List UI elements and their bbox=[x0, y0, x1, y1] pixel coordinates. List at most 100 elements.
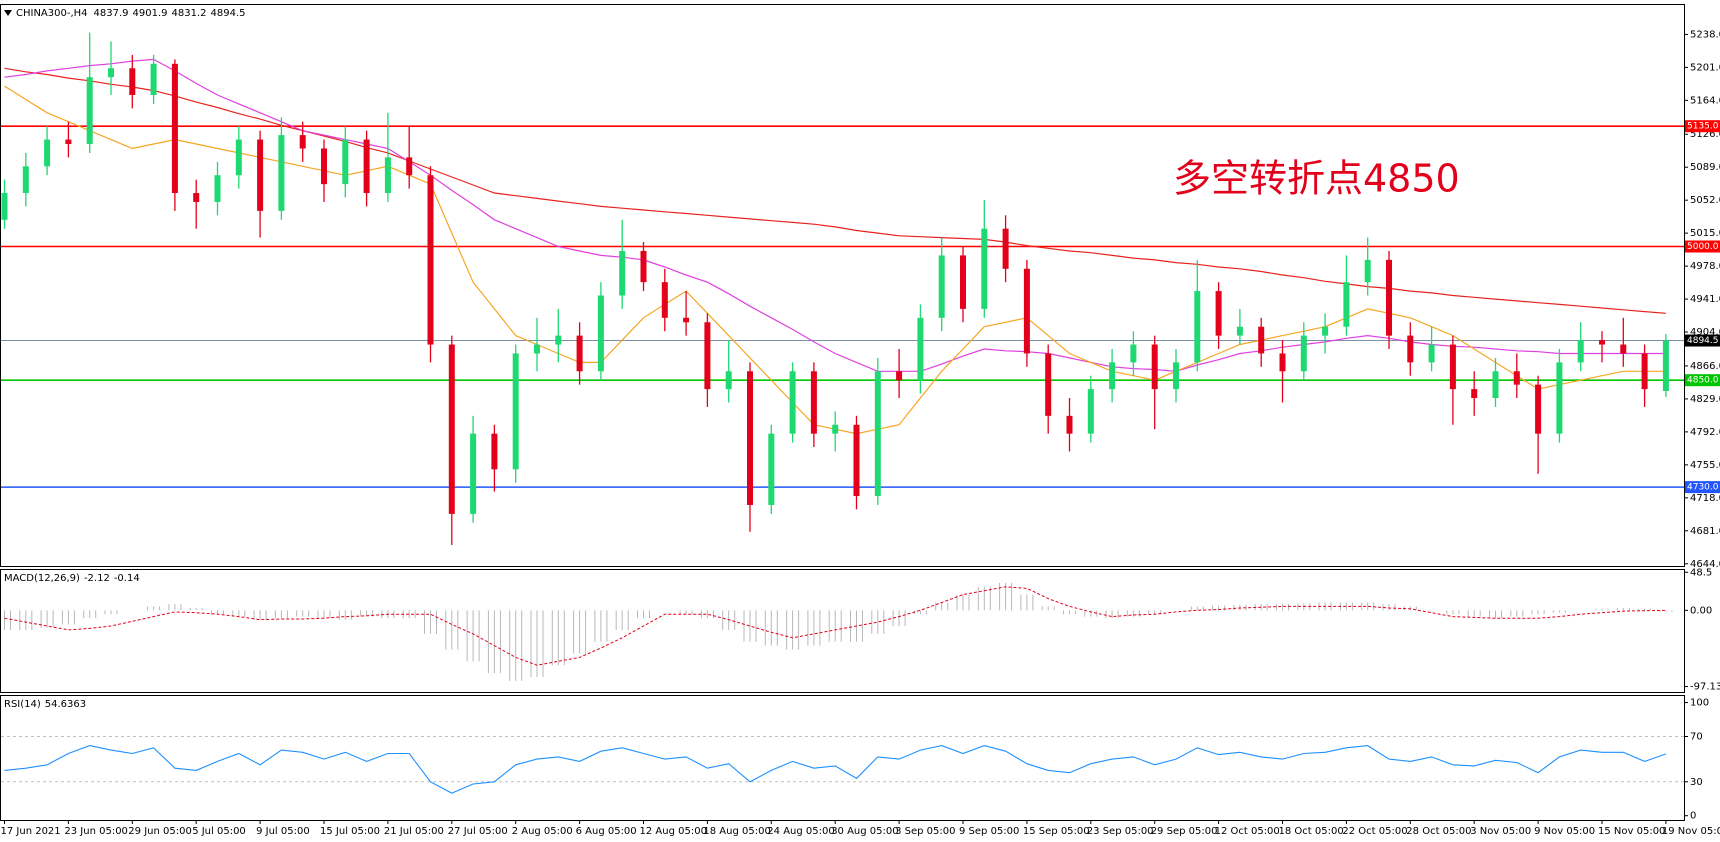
y-tick-label: 30 bbox=[1690, 777, 1703, 788]
candle-body bbox=[299, 135, 306, 149]
y-tick-label: 5164.0 bbox=[1690, 95, 1720, 106]
y-tick-label: 4681.0 bbox=[1690, 526, 1720, 537]
candle-body bbox=[427, 175, 434, 345]
y-tick-label: 5238.0 bbox=[1690, 29, 1720, 40]
candle-body bbox=[810, 371, 817, 434]
macd-pane-frame bbox=[0, 569, 1685, 693]
candle-body bbox=[1002, 228, 1009, 269]
candle-body bbox=[1300, 335, 1307, 372]
x-tick-label: 15 Nov 05:00 bbox=[1598, 826, 1665, 837]
candle-body bbox=[1364, 259, 1371, 283]
candle-body bbox=[1599, 340, 1605, 345]
candle-body bbox=[1087, 389, 1094, 434]
x-tick-label: 9 Sep 05:00 bbox=[959, 826, 1019, 837]
x-tick-label: 21 Jul 05:00 bbox=[384, 826, 444, 837]
candle-body bbox=[981, 228, 988, 309]
candle-body bbox=[1513, 371, 1520, 385]
x-tick-label: 9 Jul 05:00 bbox=[256, 826, 310, 837]
rsi-value: 54.6363 bbox=[45, 699, 86, 710]
y-tick-label: 0 bbox=[1690, 811, 1696, 822]
candle-body bbox=[1236, 326, 1243, 336]
x-tick-label: 23 Jun 05:00 bbox=[64, 826, 128, 837]
x-tick-label: 2 Aug 05:00 bbox=[512, 826, 573, 837]
level-tag bbox=[1685, 374, 1720, 387]
candle-body bbox=[1215, 291, 1222, 336]
candle-body bbox=[1194, 291, 1201, 363]
candle-body bbox=[22, 166, 29, 194]
candle-body bbox=[1577, 340, 1584, 363]
macd-header: MACD(12,26,9) -2.12 -0.14 bbox=[4, 573, 140, 584]
last-low: 4831.2 bbox=[172, 8, 207, 19]
candle-body bbox=[108, 68, 114, 78]
candle-body bbox=[406, 157, 413, 176]
y-tick-label: 4941.0 bbox=[1690, 294, 1720, 305]
level-tag bbox=[1685, 120, 1720, 133]
y-tick-label: 4718.0 bbox=[1690, 493, 1720, 504]
x-tick-label: 9 Nov 05:00 bbox=[1534, 826, 1595, 837]
y-tick-label: 100 bbox=[1690, 698, 1709, 709]
y-tick-label: 70 bbox=[1690, 732, 1703, 743]
y-tick-label: 4978.0 bbox=[1690, 261, 1720, 272]
x-tick-label: 28 Oct 05:00 bbox=[1406, 826, 1471, 837]
last-open: 4837.9 bbox=[94, 8, 129, 19]
candle-body bbox=[1066, 415, 1073, 434]
candle-body bbox=[235, 139, 242, 176]
y-tick-label: 4866.0 bbox=[1690, 361, 1720, 372]
candle-body bbox=[1322, 326, 1329, 336]
macd-title: MACD(12,26,9) bbox=[4, 573, 80, 584]
candle-body bbox=[1641, 353, 1648, 390]
candle-body bbox=[512, 353, 519, 470]
candle-body bbox=[342, 139, 349, 185]
candle-body bbox=[278, 135, 285, 211]
candle-body bbox=[257, 139, 264, 211]
candle-body bbox=[960, 255, 966, 309]
candle-body bbox=[448, 344, 455, 514]
candle-body bbox=[1109, 362, 1116, 390]
candle-body bbox=[214, 175, 221, 202]
candle-body bbox=[1620, 344, 1627, 354]
candle-body bbox=[874, 371, 881, 497]
candle-body bbox=[789, 371, 796, 434]
candle-body bbox=[1428, 344, 1435, 363]
x-tick-label: 19 Nov 05:00 bbox=[1662, 826, 1720, 837]
signal-value: -0.14 bbox=[114, 573, 140, 584]
signal-line bbox=[4, 586, 1666, 666]
candle-body bbox=[725, 371, 732, 390]
candle-body bbox=[853, 424, 860, 497]
x-tick-label: 27 Jul 05:00 bbox=[448, 826, 508, 837]
price-pane-frame bbox=[0, 4, 1685, 567]
candle-body bbox=[1471, 389, 1478, 399]
candle-body bbox=[470, 433, 477, 514]
rsi-line bbox=[4, 745, 1667, 794]
level-tag bbox=[1685, 481, 1720, 494]
candle-body bbox=[640, 250, 647, 283]
candle-body bbox=[576, 335, 583, 372]
symbol: CHINA300-,H4 bbox=[16, 8, 88, 19]
x-tick-label: 15 Sep 05:00 bbox=[1023, 826, 1090, 837]
level-label: 5135.0 bbox=[1687, 122, 1719, 132]
y-tick-label: 5126.0 bbox=[1690, 129, 1720, 140]
macd-value: -2.12 bbox=[84, 573, 110, 584]
price-header: CHINA300-,H4 4837.9 4901.9 4831.2 4894.5 bbox=[16, 8, 246, 19]
menu-arrow[interactable] bbox=[4, 10, 12, 16]
candle-body bbox=[1279, 353, 1286, 372]
level-label: 4730.0 bbox=[1687, 483, 1719, 493]
candle-body bbox=[86, 77, 93, 145]
x-tick-label: 18 Oct 05:00 bbox=[1279, 826, 1344, 837]
candle-body bbox=[65, 139, 72, 145]
candle-body bbox=[1535, 384, 1542, 434]
candle-body bbox=[1662, 340, 1669, 391]
x-tick-label: 22 Oct 05:00 bbox=[1342, 826, 1407, 837]
level-tag bbox=[1685, 240, 1720, 253]
candle-body bbox=[917, 317, 924, 381]
x-tick-label: 5 Jul 05:00 bbox=[192, 826, 246, 837]
candle-body bbox=[171, 63, 178, 194]
candle-body bbox=[896, 371, 903, 381]
moving-average bbox=[4, 85, 1666, 435]
y-tick-label: 4644.0 bbox=[1690, 559, 1720, 570]
candle-body bbox=[1407, 335, 1414, 363]
x-tick-label: 24 Aug 05:00 bbox=[767, 826, 834, 837]
x-tick-label: 3 Nov 05:00 bbox=[1470, 826, 1531, 837]
candle-body bbox=[384, 157, 391, 194]
candle-body bbox=[1173, 362, 1179, 390]
